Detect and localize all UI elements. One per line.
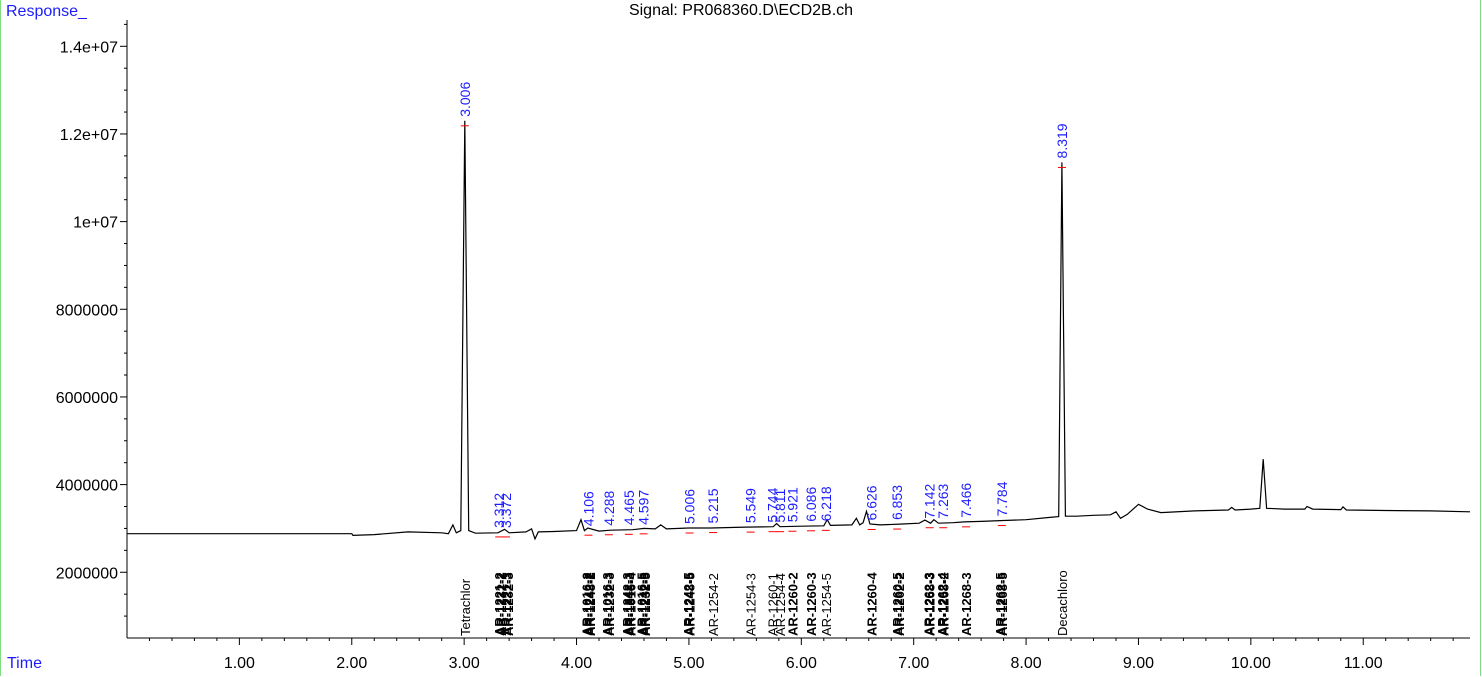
signal-trace xyxy=(127,120,1471,541)
peak-label: 6.086 xyxy=(803,487,819,522)
compound-label: AR-1016-2 xyxy=(580,572,595,636)
x-tick-label: 6.00 xyxy=(786,655,817,672)
compound-label: AR-1232-2 xyxy=(494,572,509,636)
x-tick-label: 1.00 xyxy=(224,655,255,672)
compound-label: AR-1248-5 xyxy=(683,572,698,636)
x-tick-label: 10.00 xyxy=(1231,655,1271,672)
compound-label: AR-1221-3 xyxy=(499,572,514,636)
compound-label: AR-1232-5 xyxy=(638,572,653,636)
chart-title: Signal: PR068360.D\ECD2B.ch xyxy=(628,2,854,19)
peak-label: 3.006 xyxy=(457,82,473,117)
compound-label: Tetrachlor xyxy=(458,578,473,636)
compound-label: AR-1254-3 xyxy=(744,573,759,636)
compound-label: AR-1242-5 xyxy=(637,572,652,636)
compound-label: AR-1268-2 xyxy=(936,572,951,636)
compound-label: AR-1016-3 xyxy=(600,572,615,636)
compound-label: AR-1262-4 xyxy=(935,572,950,636)
peak-label: 5.549 xyxy=(743,488,759,523)
x-tick-label: 2.00 xyxy=(336,655,367,672)
axes-group: 2000000 4000000 6000000 8000000 1e+07 1.2e+07… xyxy=(56,20,1470,672)
peak-label: 7.142 xyxy=(922,483,938,518)
y-tick-label: 1.2e+07 xyxy=(60,127,118,144)
y-axis-title: Response_ xyxy=(6,3,87,20)
y-tick-label: 1e+07 xyxy=(73,215,118,232)
x-axis-title: Time xyxy=(7,655,42,672)
x-tick-label: 5.00 xyxy=(673,655,704,672)
peak-label: 4.465 xyxy=(621,490,637,525)
x-tick-label: 11.00 xyxy=(1344,655,1383,672)
peak-label: 4.106 xyxy=(580,491,596,526)
y-tick-label: 1.4e+07 xyxy=(60,39,118,56)
x-tick-label: 4.00 xyxy=(561,655,592,672)
y-tick-label: 6000000 xyxy=(56,390,118,407)
peak-label: 5.921 xyxy=(784,487,800,522)
peak-label: 7.263 xyxy=(935,483,951,518)
x-tick-label: 3.00 xyxy=(449,655,480,672)
compound-label: AR-1260-4 xyxy=(865,572,880,636)
compound-label: AR-1248-3 xyxy=(622,572,637,636)
y-tick-label: 4000000 xyxy=(56,478,118,495)
peak-label: 5.811 xyxy=(772,488,788,522)
peak-label: 8.319 xyxy=(1054,123,1070,158)
x-tick-label: 7.00 xyxy=(898,655,929,672)
compound-label: AR-1221-2 xyxy=(492,572,507,636)
compound-label: AR-1268-5 xyxy=(995,572,1010,636)
peak-label: 5.006 xyxy=(682,489,698,524)
peak-label: 4.288 xyxy=(601,490,617,525)
x-tick-label: 8.00 xyxy=(1011,655,1042,672)
compound-label: AR-1242-5 xyxy=(681,572,696,636)
peak-label: 6.853 xyxy=(889,485,905,520)
trace-group xyxy=(127,120,1471,541)
peak-label: 7.466 xyxy=(958,483,974,518)
compound-label: AR-1248-2 xyxy=(583,572,598,636)
compound-label: AR-1232-3 xyxy=(602,572,617,636)
compound-label: AR-1254-4 xyxy=(773,573,788,636)
compound-label: AR-1268-3 xyxy=(959,572,974,636)
compound-label: AR-1260-3 xyxy=(804,572,819,636)
compound-label: AR-1262-5 xyxy=(993,572,1008,636)
peak-label: 5.744 xyxy=(765,487,781,522)
compound-label: AR-1268-3 xyxy=(923,572,938,636)
x-tick-label: 9.00 xyxy=(1123,655,1154,672)
peak-label: 6.218 xyxy=(818,486,834,521)
compound-label: AR-1260-5 xyxy=(890,572,905,636)
peak-label: 3.372 xyxy=(498,493,514,528)
peak-label: 5.215 xyxy=(705,488,721,523)
compound-label: AR-1016-5 xyxy=(635,572,650,636)
compound-labels-group: Tetrachlor AR-1221-2AR-1232-2AR-1221-3AR-… xyxy=(458,570,1070,636)
peak-label: 4.597 xyxy=(636,490,652,525)
compound-label: AR-1254-2 xyxy=(706,573,721,636)
y-tick-label: 2000000 xyxy=(56,565,118,582)
y-tick-label: 8000000 xyxy=(56,302,118,319)
compound-label: AR-1260-2 xyxy=(785,572,800,636)
compound-label: AR-1262-3 xyxy=(921,572,936,636)
compound-label: AR-1262-2 xyxy=(892,572,907,636)
compound-label: AR-1016-4 xyxy=(623,572,638,636)
peak-label: 6.626 xyxy=(864,485,880,520)
compound-label: AR-1242-2 xyxy=(581,572,596,636)
peak-label: 7.784 xyxy=(994,481,1010,516)
compound-label: AR-1232-3 xyxy=(501,572,516,636)
peak-label: 3.312 xyxy=(491,493,507,528)
compound-label: AR-1260-1 xyxy=(766,573,781,636)
compound-label: AR-1242-3 xyxy=(620,572,635,636)
compound-label: Decachloro xyxy=(1055,570,1070,636)
compound-label: AR-1254-5 xyxy=(819,573,834,636)
